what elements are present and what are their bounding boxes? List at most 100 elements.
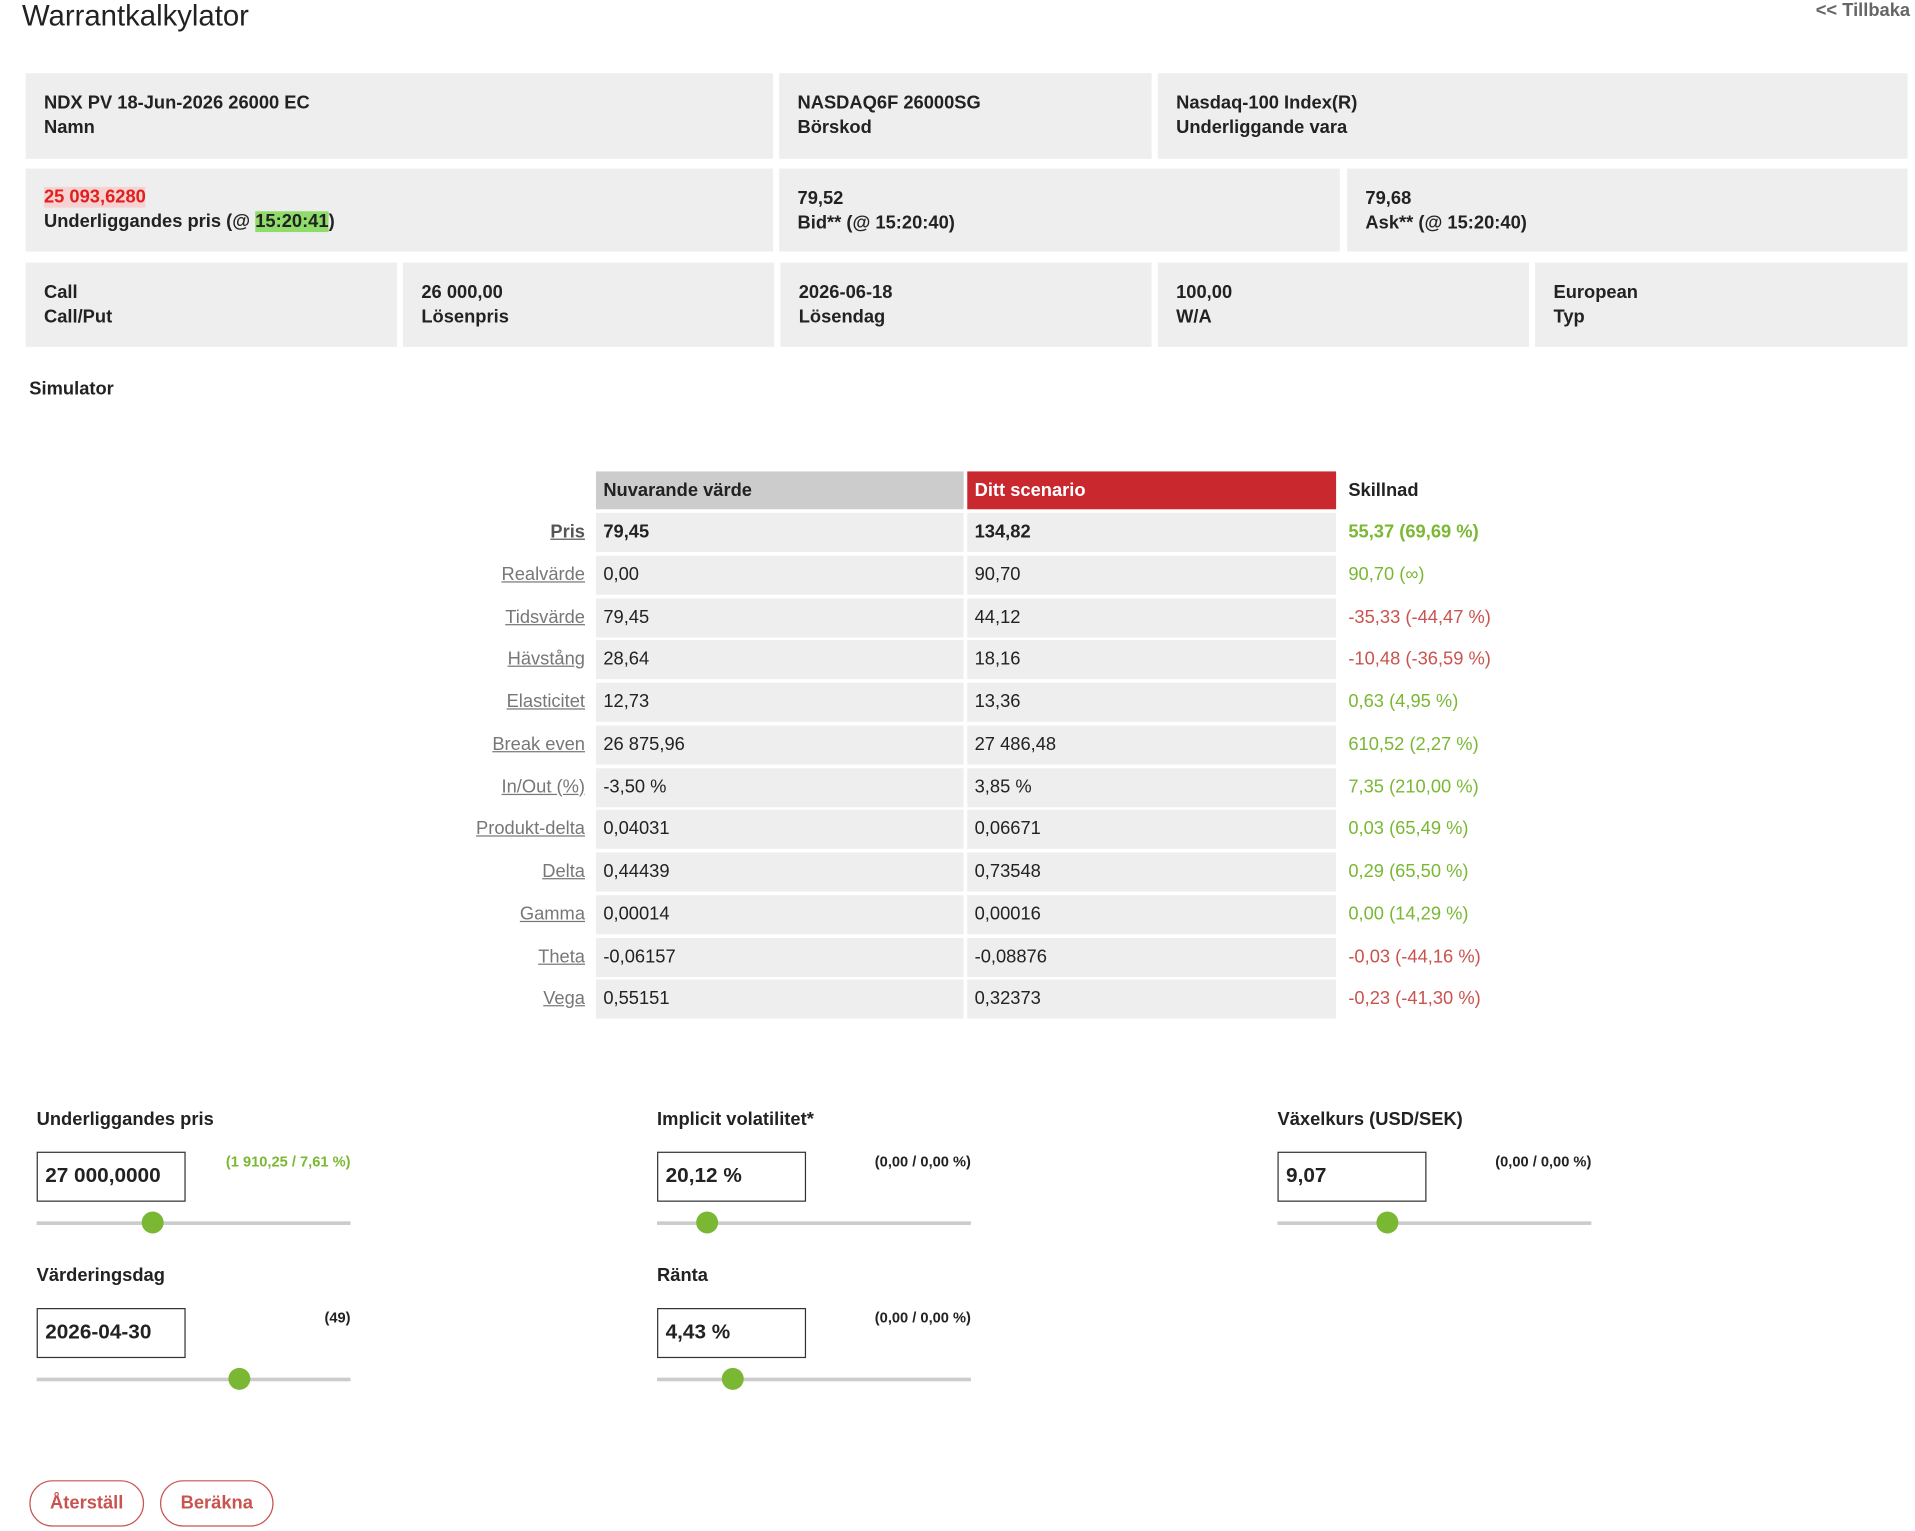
button[interactable]: Beräkna: [159, 1480, 274, 1527]
input-label: Ränta: [657, 1265, 708, 1287]
input-label: Växelkurs (USD/SEK): [1277, 1108, 1463, 1130]
row-label[interactable]: Produkt-delta: [476, 818, 586, 840]
input-field[interactable]: 20,12 %: [657, 1151, 807, 1202]
info-box: NDX PV 18-Jun-2026 26000 EC Namn: [25, 73, 774, 159]
info-box: NASDAQ6F 26000SG Börskod: [779, 73, 1152, 159]
input-change: (0,00 / 0,00 %): [874, 1152, 971, 1171]
slider-knob[interactable]: [141, 1211, 164, 1234]
diff-percent: (4,95 %): [1389, 691, 1459, 713]
scenario-value: 0,00016: [967, 894, 1337, 934]
info-value: 100,00: [1176, 282, 1233, 303]
diff-value: -0,23: [1348, 988, 1391, 1010]
button[interactable]: Återställ: [29, 1480, 145, 1527]
diff-value: -0,03: [1348, 945, 1391, 967]
diff-percent: (∞): [1399, 563, 1425, 585]
diff-value: 0,63: [1348, 691, 1384, 713]
row-label[interactable]: Realvärde: [501, 563, 586, 585]
slider-track[interactable]: [657, 1221, 971, 1225]
slider-track[interactable]: [1277, 1221, 1592, 1225]
scenario-value: 27 486,48: [967, 725, 1337, 765]
input-field[interactable]: 27 000,0000: [36, 1151, 186, 1202]
section-title: Simulator: [29, 378, 114, 400]
diff-percent: (14,29 %): [1389, 903, 1469, 925]
scenario-value: 134,82: [967, 512, 1337, 553]
slider-knob[interactable]: [696, 1211, 719, 1234]
row-label[interactable]: Tidsvärde: [505, 606, 586, 628]
diff-percent: (2,27 %): [1409, 733, 1479, 755]
info-value: 2026-06-18: [798, 282, 893, 303]
row-label[interactable]: Theta: [538, 945, 586, 967]
current-value: 28,64: [595, 640, 964, 680]
scenario-value: -0,08876: [967, 937, 1337, 977]
row-label[interactable]: In/Out (%): [501, 776, 586, 797]
label-prefix: Underliggandes pris (@: [43, 211, 256, 233]
current-value: 0,00: [595, 555, 964, 595]
difference: 0,63 (4,95 %): [1341, 683, 1458, 722]
row-label[interactable]: Delta: [542, 861, 586, 882]
diff-percent: (65,49 %): [1389, 818, 1469, 840]
current-value: 0,55151: [595, 979, 964, 1019]
row-label[interactable]: Elasticitet: [506, 691, 586, 713]
info-label: Namn: [43, 117, 95, 139]
difference: -10,48 (-36,59 %): [1341, 640, 1491, 679]
current-value: 79,45: [595, 512, 964, 553]
input-change: (0,00 / 0,00 %): [1495, 1152, 1592, 1171]
slider-track[interactable]: [657, 1377, 971, 1382]
info-value: European: [1553, 282, 1638, 303]
underlying-price: 25 093,6280: [43, 186, 146, 208]
slider-knob[interactable]: [228, 1367, 251, 1390]
column-header: Ditt scenario: [967, 471, 1337, 510]
row-label[interactable]: Vega: [543, 988, 586, 1010]
slider-track[interactable]: [36, 1221, 351, 1225]
scenario-value: 13,36: [967, 682, 1337, 722]
difference: -0,03 (-44,16 %): [1341, 937, 1481, 976]
current-value: 12,73: [595, 682, 964, 722]
diff-percent: (-44,16 %): [1395, 945, 1481, 967]
scenario-value: 0,73548: [967, 852, 1337, 892]
info-label: Call/Put: [43, 306, 113, 328]
label-suffix: ): [328, 211, 335, 233]
info-value: 79,68: [1365, 188, 1412, 209]
diff-value: 0,29: [1348, 861, 1384, 882]
diff-value: -10,48: [1348, 648, 1401, 670]
diff-value: 55,37: [1348, 521, 1395, 543]
info-box: 26 000,00 Lösenpris: [403, 262, 775, 347]
difference: -35,33 (-44,47 %): [1341, 598, 1491, 637]
scenario-value: 3,85 %: [967, 767, 1337, 807]
current-value: 0,04031: [595, 810, 964, 850]
info-box: Call Call/Put: [25, 262, 397, 347]
info-label: Lösendag: [798, 306, 886, 328]
info-label: W/A: [1176, 306, 1212, 328]
back-link[interactable]: << Tillbaka: [1815, 0, 1911, 21]
page-title: Warrantkalkylator: [21, 0, 249, 33]
difference: 610,52 (2,27 %): [1341, 725, 1479, 764]
diff-percent: (-41,30 %): [1395, 988, 1481, 1010]
row-label[interactable]: Pris: [550, 521, 586, 543]
input-field[interactable]: 2026-04-30: [36, 1308, 186, 1359]
input-label: Implicit volatilitet*: [657, 1108, 814, 1130]
column-header: Nuvarande värde: [595, 471, 964, 510]
row-label[interactable]: Break even: [492, 733, 586, 755]
input-field[interactable]: 9,07: [1277, 1151, 1427, 1202]
input-field[interactable]: 4,43 %: [657, 1308, 807, 1359]
slider-knob[interactable]: [721, 1367, 744, 1390]
info-box: European Typ: [1535, 262, 1908, 347]
info-value: NASDAQ6F 26000SG: [797, 92, 981, 114]
difference: 90,70 (∞): [1341, 555, 1425, 594]
diff-percent: (-36,59 %): [1405, 648, 1491, 670]
slider-track[interactable]: [36, 1377, 351, 1382]
current-value: -0,06157: [595, 937, 964, 977]
input-label: Underliggandes pris: [36, 1108, 214, 1130]
info-label: Ask** (@ 15:20:40): [1365, 212, 1527, 234]
diff-value: 0,03: [1348, 818, 1384, 840]
slider-knob[interactable]: [1376, 1211, 1399, 1234]
input-change: (49): [324, 1309, 351, 1327]
info-label: Börskod: [797, 117, 872, 139]
info-box: 25 093,6280 Underliggandes pris (@ 15:20:…: [25, 168, 774, 252]
row-label[interactable]: Gamma: [519, 903, 586, 925]
row-label[interactable]: Hävstång: [507, 648, 586, 670]
diff-value: -35,33: [1348, 606, 1401, 628]
diff-percent: (210,00 %): [1389, 776, 1479, 797]
diff-value: 7,35: [1348, 776, 1384, 797]
diff-value: 0,00: [1348, 903, 1384, 925]
